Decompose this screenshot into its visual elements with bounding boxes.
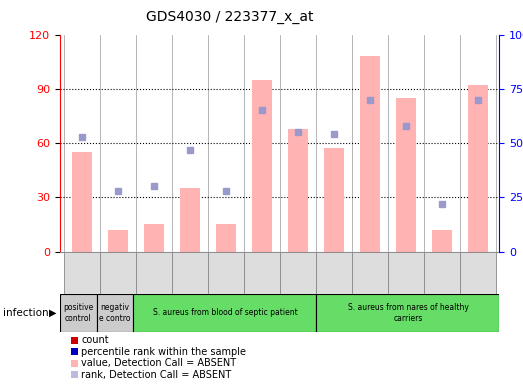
Text: percentile rank within the sample: percentile rank within the sample — [81, 347, 246, 357]
Bar — [396, 98, 416, 252]
Text: ▶: ▶ — [49, 308, 56, 318]
FancyBboxPatch shape — [208, 252, 244, 294]
FancyBboxPatch shape — [100, 252, 136, 294]
FancyBboxPatch shape — [316, 252, 352, 294]
Bar — [144, 224, 164, 252]
FancyBboxPatch shape — [280, 252, 316, 294]
Bar — [360, 56, 380, 252]
FancyBboxPatch shape — [136, 252, 172, 294]
FancyBboxPatch shape — [460, 252, 496, 294]
FancyBboxPatch shape — [172, 252, 208, 294]
FancyBboxPatch shape — [133, 294, 316, 332]
Bar — [288, 129, 308, 252]
Bar — [216, 224, 236, 252]
Bar — [180, 188, 200, 252]
Text: rank, Detection Call = ABSENT: rank, Detection Call = ABSENT — [81, 370, 231, 380]
FancyBboxPatch shape — [388, 252, 424, 294]
Bar — [72, 152, 92, 252]
FancyBboxPatch shape — [60, 294, 97, 332]
Text: negativ
e contro: negativ e contro — [99, 303, 131, 323]
Text: GDS4030 / 223377_x_at: GDS4030 / 223377_x_at — [146, 10, 314, 23]
Text: S. aureus from blood of septic patient: S. aureus from blood of septic patient — [153, 308, 297, 318]
Text: positive
control: positive control — [63, 303, 94, 323]
Bar — [468, 85, 488, 252]
Bar — [432, 230, 452, 252]
FancyBboxPatch shape — [244, 252, 280, 294]
Text: infection: infection — [3, 308, 48, 318]
FancyBboxPatch shape — [424, 252, 460, 294]
Text: count: count — [81, 335, 109, 345]
FancyBboxPatch shape — [97, 294, 133, 332]
Bar — [324, 149, 344, 252]
FancyBboxPatch shape — [64, 252, 100, 294]
Bar — [252, 80, 272, 252]
Bar — [108, 230, 128, 252]
FancyBboxPatch shape — [352, 252, 388, 294]
Text: S. aureus from nares of healthy
carriers: S. aureus from nares of healthy carriers — [347, 303, 469, 323]
FancyBboxPatch shape — [316, 294, 499, 332]
Text: value, Detection Call = ABSENT: value, Detection Call = ABSENT — [81, 358, 236, 368]
